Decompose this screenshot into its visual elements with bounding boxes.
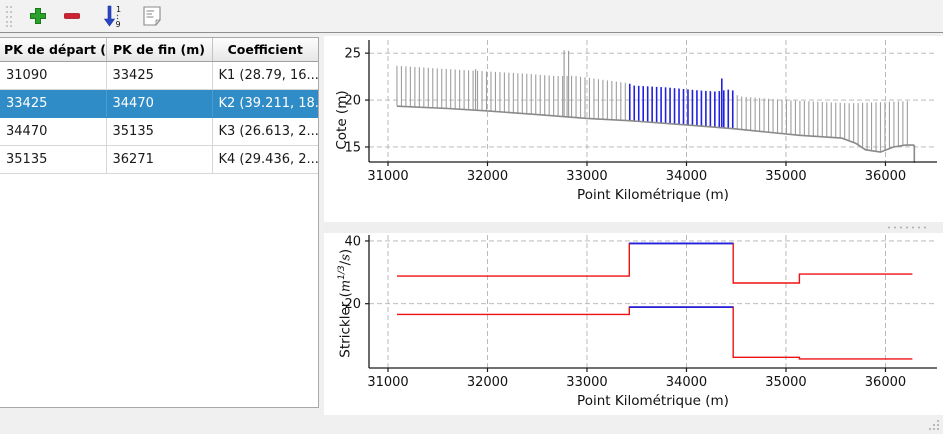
svg-text:34000: 34000 (666, 375, 707, 390)
table-cell[interactable]: 35135 (106, 117, 213, 146)
svg-text:32000: 32000 (467, 375, 508, 390)
document-icon (143, 6, 161, 27)
column-header-2[interactable]: Coefficient (212, 38, 318, 62)
table-row[interactable]: 31090 33425 K1 (28.79, 16.... (0, 61, 318, 90)
table-cell[interactable]: 34470 (0, 117, 107, 146)
table-cell[interactable]: 34470 (106, 89, 213, 118)
table-row[interactable]: 35135 36271 K4 (29.436, 2.... (0, 145, 318, 174)
charts-splitter[interactable] (324, 222, 943, 233)
cote-plot-area[interactable]: 31000 32000 33000 34000 35000 36000 15 20 25 Poin… (324, 36, 943, 222)
svg-text:Point Kilométrique (m): Point Kilométrique (m) (577, 393, 729, 409)
table-cell[interactable]: 33425 (106, 61, 213, 90)
table-cell[interactable]: 35135 (0, 145, 107, 174)
sort-rows-button[interactable]: 1 9 (98, 2, 126, 30)
notes-button[interactable] (138, 2, 166, 30)
table-header: PK de départ (m)PK de fin (m)Coefficient (0, 38, 318, 62)
add-row-button[interactable] (24, 2, 52, 30)
svg-text:32000: 32000 (467, 169, 508, 184)
charts-panel: Cote (m) 31000 32000 33000 34000 35000 36000 1… (324, 36, 943, 415)
svg-text:34000: 34000 (666, 169, 707, 184)
svg-text:33000: 33000 (566, 375, 607, 390)
table-cell[interactable]: K1 (28.79, 16.... (212, 61, 318, 90)
svg-text:20: 20 (344, 297, 361, 312)
splitter-dots-icon (888, 226, 926, 229)
svg-text:25: 25 (344, 47, 361, 62)
table-cell[interactable]: K3 (26.613, 2.... (212, 117, 318, 146)
strickler-plot-area[interactable]: 31000 32000 33000 34000 35000 36000 20 40 Point … (324, 233, 943, 415)
svg-text:40: 40 (344, 234, 361, 249)
svg-text:20: 20 (344, 94, 361, 109)
table-cell[interactable]: K4 (29.436, 2.... (212, 145, 318, 174)
toolbar-drag-handle[interactable] (2, 3, 16, 29)
table-row[interactable]: 33425 34470 K2 (39.211, 18... (0, 89, 318, 118)
status-bar (0, 415, 943, 434)
svg-text:33000: 33000 (566, 169, 607, 184)
drag-dots-icon (6, 6, 12, 27)
svg-text:31000: 31000 (367, 169, 408, 184)
coefficients-table[interactable]: PK de départ (m)PK de fin (m)Coefficient… (0, 38, 318, 174)
table-cell[interactable]: 31090 (0, 61, 107, 90)
table-cell[interactable]: 36271 (106, 145, 213, 174)
svg-text:35000: 35000 (765, 375, 806, 390)
svg-text:36000: 36000 (865, 169, 906, 184)
column-header-1[interactable]: PK de fin (m) (106, 38, 213, 62)
sort-numeric-icon: 1 9 (103, 5, 121, 28)
remove-row-button[interactable] (58, 2, 86, 30)
table-cell[interactable]: 33425 (0, 89, 107, 118)
table-cell[interactable]: K2 (39.211, 18... (212, 89, 318, 118)
svg-text:31000: 31000 (367, 375, 408, 390)
resize-grip-icon[interactable] (928, 419, 940, 431)
svg-text:36000: 36000 (865, 375, 906, 390)
coefficients-table-panel: PK de départ (m)PK de fin (m)Coefficient… (0, 37, 319, 408)
minus-icon (64, 13, 80, 19)
toolbar: 1 9 (0, 0, 943, 33)
svg-text:Point Kilométrique (m): Point Kilométrique (m) (577, 187, 729, 203)
table-row[interactable]: 34470 35135 K3 (26.613, 2.... (0, 117, 318, 146)
column-header-0[interactable]: PK de départ (m) (0, 38, 107, 62)
svg-text:1: 1 (116, 5, 121, 14)
strickler-step-chart[interactable]: Strickler (m1/3/s) 31000 32000 33000 34000 3… (324, 233, 943, 415)
svg-text:35000: 35000 (765, 169, 806, 184)
svg-text:15: 15 (344, 140, 361, 155)
cote-profile-chart[interactable]: Cote (m) 31000 32000 33000 34000 35000 36000 1… (324, 36, 943, 222)
plus-icon (30, 8, 46, 24)
svg-text:9: 9 (116, 20, 121, 28)
